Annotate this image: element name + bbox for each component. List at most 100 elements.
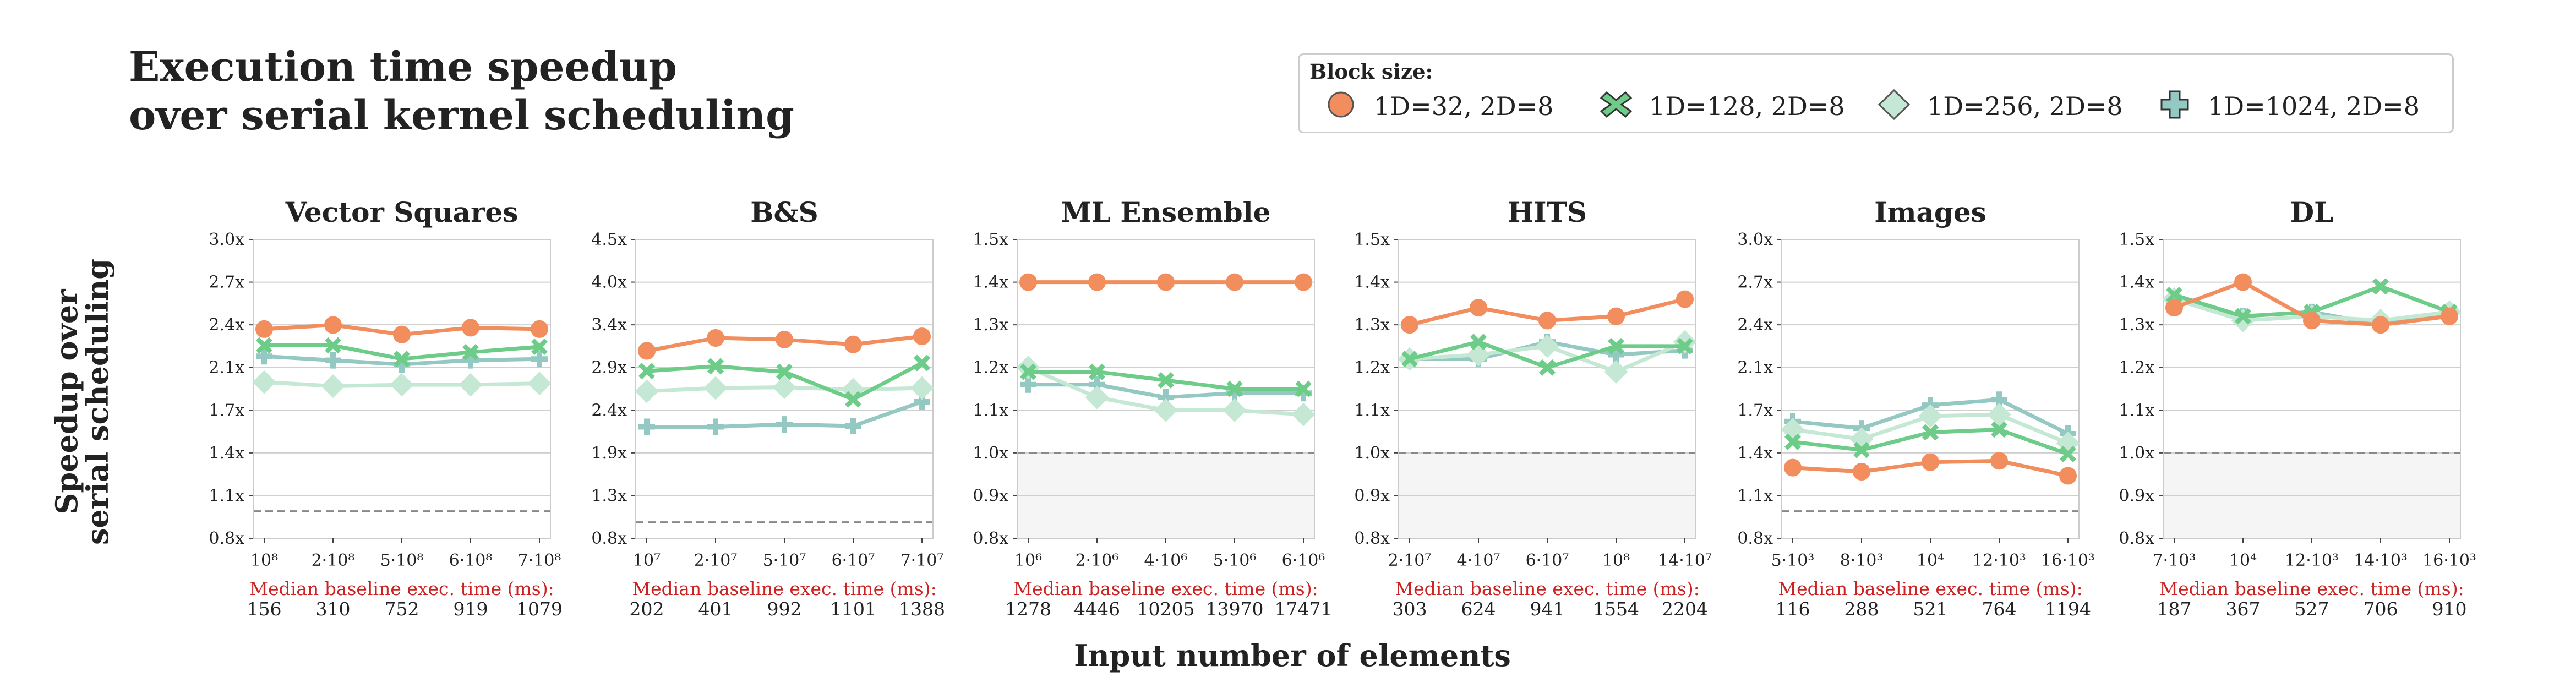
y-tick-label: 1.1x: [209, 486, 244, 505]
baseline-caption: Median baseline exec. time (ms):: [249, 578, 554, 599]
data-point: [325, 352, 341, 369]
x-tick-label: 10⁶: [1014, 551, 1042, 570]
baseline-time-value: 1554: [1593, 598, 1639, 620]
data-point: [256, 348, 272, 365]
y-tick-label: 0.8x: [1354, 529, 1390, 548]
series-1d-128-2d-8: [1401, 334, 1693, 376]
data-point: [772, 375, 796, 399]
baseline-time-value: 992: [767, 598, 802, 620]
legend-title: Block size:: [1309, 59, 1433, 84]
data-point: [638, 418, 655, 435]
series-1d-1024-2d-8: [256, 348, 548, 373]
baseline-time-value: 310: [316, 598, 351, 620]
x-tick-label: 6·10⁸: [449, 551, 493, 570]
series-1d-256-2d-8: [1016, 356, 1316, 427]
data-point: [776, 330, 793, 348]
y-tick-label: 1.4x: [1737, 444, 1773, 463]
y-tick-label: 1.2x: [973, 358, 1008, 378]
series-1d-32-2d-8: [255, 316, 548, 343]
x-tick-label: 2·10⁷: [694, 551, 738, 570]
y-tick-label: 1.1x: [1354, 401, 1390, 420]
data-point: [1604, 360, 1628, 384]
data-point: [910, 376, 934, 400]
data-point: [1470, 299, 1487, 317]
baseline-time-value: 752: [385, 598, 419, 620]
data-point: [1401, 351, 1418, 368]
y-tick-label: 2.9x: [591, 358, 627, 378]
y-tick-label: 1.0x: [973, 444, 1008, 463]
data-point: [1019, 273, 1037, 291]
x-tick-label: 2·10⁸: [312, 551, 355, 570]
x-tick-label: 2·10⁷: [1388, 551, 1432, 570]
x-tick-label: 16·10³: [2422, 551, 2476, 570]
baseline-time-value: 367: [2226, 598, 2261, 620]
baseline-time-value: 2204: [1662, 598, 1708, 620]
y-tick-label: 2.4x: [591, 401, 627, 420]
data-point: [256, 337, 272, 354]
page-title-line-1: Execution time speedup: [129, 43, 677, 91]
data-point: [914, 354, 930, 372]
y-tick-label: 3.0x: [209, 230, 244, 249]
data-point: [1470, 334, 1487, 351]
data-point: [638, 363, 655, 380]
baseline-caption: Median baseline exec. time (ms):: [1395, 578, 1699, 599]
panel-title: ML Ensemble: [1061, 196, 1270, 228]
data-point: [844, 335, 862, 353]
y-tick-label: 2.4x: [209, 315, 244, 335]
panel-title: B&S: [750, 196, 818, 228]
x-tick-label: 14·10⁷: [1658, 551, 1712, 570]
y-tick-label: 1.3x: [591, 486, 627, 505]
baseline-time-value: 764: [1982, 598, 2017, 620]
panel-b-s: 0.8x 1.3x 1.9x 2.4x 2.9x 3.4x 4.0x 4.5x B&S 10⁷ 20…: [591, 196, 945, 620]
data-point: [1295, 273, 1312, 291]
page-title-line-2: over serial kernel scheduling: [129, 92, 794, 139]
y-tick-label: 4.0x: [591, 273, 627, 292]
panel-hits: 0.8x 0.9x 1.0x 1.1x 1.2x 1.3x 1.4x 1.5x HITS 2·10…: [1354, 196, 1712, 620]
x-tick-label: 6·10⁷: [832, 551, 875, 570]
data-point: [1784, 458, 1802, 477]
x-tick-label: 16·10³: [2041, 551, 2095, 570]
x-tick-label: 4·10⁶: [1144, 551, 1188, 570]
data-point: [1157, 273, 1175, 291]
y-tick-label: 1.3x: [1354, 315, 1390, 335]
y-tick-label: 0.8x: [591, 529, 627, 548]
data-point: [1020, 363, 1036, 380]
y-tick-label: 1.1x: [1737, 486, 1773, 505]
x-tick-label: 6·10⁶: [1282, 551, 1325, 570]
diamond-marker-icon: [1878, 89, 1911, 121]
series-1d-256-2d-8: [1398, 330, 1697, 384]
data-point: [462, 343, 479, 361]
data-point: [1987, 402, 2011, 427]
x-tick-label: 7·10⁷: [900, 551, 944, 570]
data-point: [1020, 376, 1036, 393]
plot-frame: [1781, 239, 2080, 539]
data-point: [1991, 421, 2007, 438]
data-point: [845, 391, 861, 408]
baseline-time-value: 10205: [1137, 598, 1195, 620]
legend-label-bs256: 1D=256, 2D=8: [1927, 91, 2123, 121]
data-point: [1226, 273, 1243, 291]
series-1d-32-2d-8: [1019, 273, 1312, 291]
data-point: [1016, 356, 1040, 380]
x-axis-title: Input number of elements: [1074, 638, 1511, 673]
baseline-caption: Median baseline exec. time (ms):: [632, 578, 936, 599]
y-tick-label: 1.4x: [973, 273, 1008, 292]
y-tick-label: 2.1x: [1737, 358, 1773, 378]
data-point: [2234, 273, 2252, 291]
data-point: [1784, 433, 1801, 450]
data-point: [390, 373, 414, 397]
legend: Block size: 1D=32, 2D=8 1D=128, 2D=8 1D=…: [1298, 53, 2454, 133]
data-point: [1158, 372, 1174, 389]
data-point: [2059, 467, 2077, 485]
baseline-time-value: 919: [454, 598, 488, 620]
data-point: [2235, 308, 2251, 325]
baseline-time-value: 910: [2432, 598, 2467, 620]
y-tick-label: 3.4x: [591, 315, 627, 335]
y-tick-label: 1.1x: [973, 401, 1008, 420]
baseline-time-value: 4446: [1074, 598, 1120, 620]
x-tick-label: 5·10⁷: [763, 551, 806, 570]
data-point: [321, 374, 345, 398]
x-tick-label: 10⁴: [1917, 551, 1944, 570]
y-tick-label: 1.5x: [973, 230, 1008, 249]
